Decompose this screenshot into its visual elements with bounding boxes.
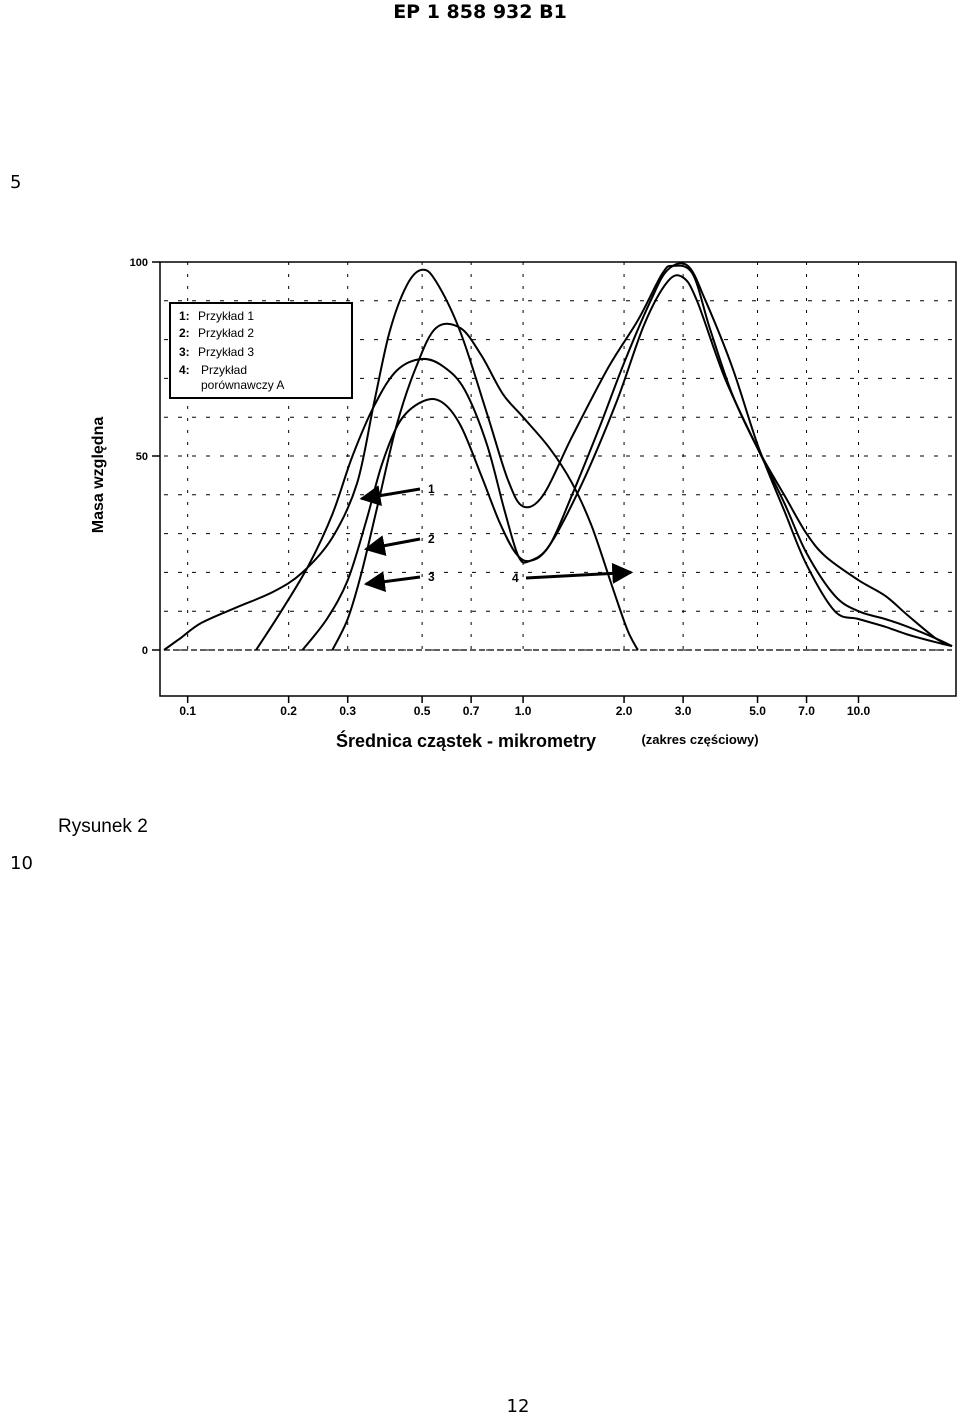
annotation-arrow-3 (363, 571, 421, 593)
legend-key-1: 1: (179, 309, 190, 323)
series-lines (163, 262, 953, 651)
legend-label-1: Przykład 1 (198, 309, 254, 323)
x-tick-label-0.5: 0.5 (414, 704, 431, 718)
annotation-arrow-1 (359, 485, 421, 506)
x-tick-label-0.2: 0.2 (280, 704, 297, 718)
x-tick-label-0.3: 0.3 (339, 704, 356, 718)
x-tick-label-3.0: 3.0 (675, 704, 692, 718)
annotations: 1 2 3 4 (359, 482, 634, 593)
annotation-label-1: 1 (428, 482, 435, 496)
annotation-label-2: 2 (428, 532, 435, 546)
series-line-1 (163, 264, 953, 651)
legend-box (169, 302, 353, 399)
x-axis-note: (zakres częściowy) (641, 732, 758, 747)
legend-key-3: 3: (179, 345, 190, 359)
x-tick-label-1.0: 1.0 (515, 704, 532, 718)
figure-caption: Rysunek 2 (58, 816, 148, 837)
page-number: 12 (506, 1396, 530, 1417)
x-tick-label-5.0: 5.0 (749, 704, 766, 718)
series-line-2 (255, 262, 953, 651)
legend-label-4-line-1: Przykład (201, 363, 247, 377)
legend-label-2: Przykład 2 (198, 326, 254, 340)
x-tick-label-2.0: 2.0 (616, 704, 633, 718)
annotation-label-4: 4 (512, 571, 519, 585)
legend-key-2: 2: (179, 326, 190, 340)
legend-label-3: Przykład 3 (198, 345, 254, 359)
series-line-3 (301, 274, 953, 651)
y-tick-label-100: 100 (130, 257, 148, 269)
page-header: EP 1 858 932 B1 (393, 1, 567, 23)
x-axis-label: Średnica cząstek - mikrometry (336, 730, 596, 751)
chart: 0.1 0.2 0.3 0.5 0.7 1.0 2.0 3.0 5.0 7.0 10.0 0 50 100… (90, 257, 957, 751)
y-axis-label: Masa względna (90, 417, 107, 534)
axis-ticks: 0.1 0.2 0.3 0.5 0.7 1.0 2.0 3.0 5.0 7.0 10.0 0 50 100 (130, 257, 871, 718)
legend-label-4-line-2: porównawczy A (201, 378, 284, 392)
annotation-arrow-2 (363, 535, 421, 556)
legend: 1: Przykład 1 2: Przykład 2 3: Przykład … (169, 302, 353, 399)
legend-label-4: Przykład porównawczy A (201, 363, 284, 392)
legend-key-4: 4: (179, 363, 190, 377)
annotation-label-3: 3 (428, 570, 435, 584)
x-tick-label-0.1: 0.1 (179, 704, 196, 718)
x-tick-label-0.7: 0.7 (463, 704, 480, 718)
y-tick-label-0: 0 (142, 645, 148, 657)
annotation-arrow-4 (525, 562, 634, 584)
line-number-10: 10 (10, 853, 33, 874)
line-number-5: 5 (10, 172, 22, 193)
x-tick-label-10.0: 10.0 (847, 704, 871, 718)
grid (164, 261, 952, 651)
series-line-4 (331, 322, 639, 651)
x-tick-label-7.0: 7.0 (798, 704, 815, 718)
y-tick-label-50: 50 (136, 451, 148, 463)
